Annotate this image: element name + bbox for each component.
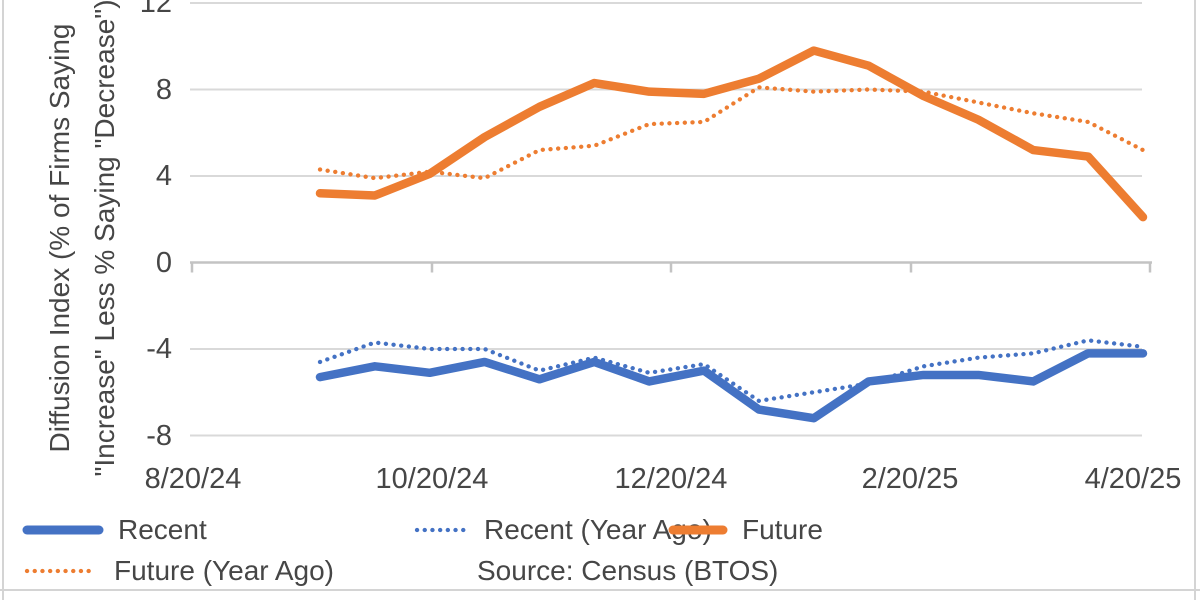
legend-label: Future: [742, 514, 823, 545]
x-tick-label-3: 2/20/25: [861, 463, 959, 495]
legend-label: Future (Year Ago): [114, 555, 334, 586]
series-line-recent-year-ago: [317, 338, 1146, 404]
legend-item-future-year-ago: Future (Year Ago): [22, 553, 334, 589]
x-tick-label-4: 4/20/25: [1084, 463, 1182, 495]
y-tick-label--4: -4: [146, 333, 172, 365]
series-line-future-year-ago: [317, 85, 1146, 181]
source-note: Source: Census (BTOS): [477, 555, 779, 586]
series-line-recent: [315, 349, 1148, 423]
series-line-future: [315, 46, 1148, 222]
legend-item-recent: Recent: [22, 512, 207, 548]
y-tick-label-4: 4: [155, 160, 172, 192]
x-tick-label-1: 10/20/24: [375, 463, 489, 495]
legend-swatch-future: [668, 525, 728, 535]
image-border-right: [1194, 0, 1196, 600]
image-border-bottom: [0, 589, 1200, 591]
y-tick-label--8: -8: [146, 419, 172, 452]
legend-swatch-recent-year-ago: [414, 527, 468, 533]
y-tick-label-8: 8: [155, 73, 172, 106]
legend-swatch-recent: [22, 525, 104, 535]
y-axis-title-line1: Diffusion Index (% of Firms Saying: [44, 23, 75, 453]
x-tick-label-2: 12/20/24: [614, 463, 728, 495]
x-tick-label-0: 8/20/24: [144, 463, 242, 495]
legend-swatch-future-year-ago: [24, 568, 98, 574]
image-border-left: [2, 0, 4, 600]
legend-label: Recent: [118, 514, 207, 545]
y-tick-label-12: 12: [139, 0, 172, 19]
legend-item-recent-year-ago: Recent (Year Ago): [412, 512, 712, 548]
y-tick-label-0: 0: [155, 246, 172, 279]
legend-item-future: Future: [668, 512, 823, 548]
